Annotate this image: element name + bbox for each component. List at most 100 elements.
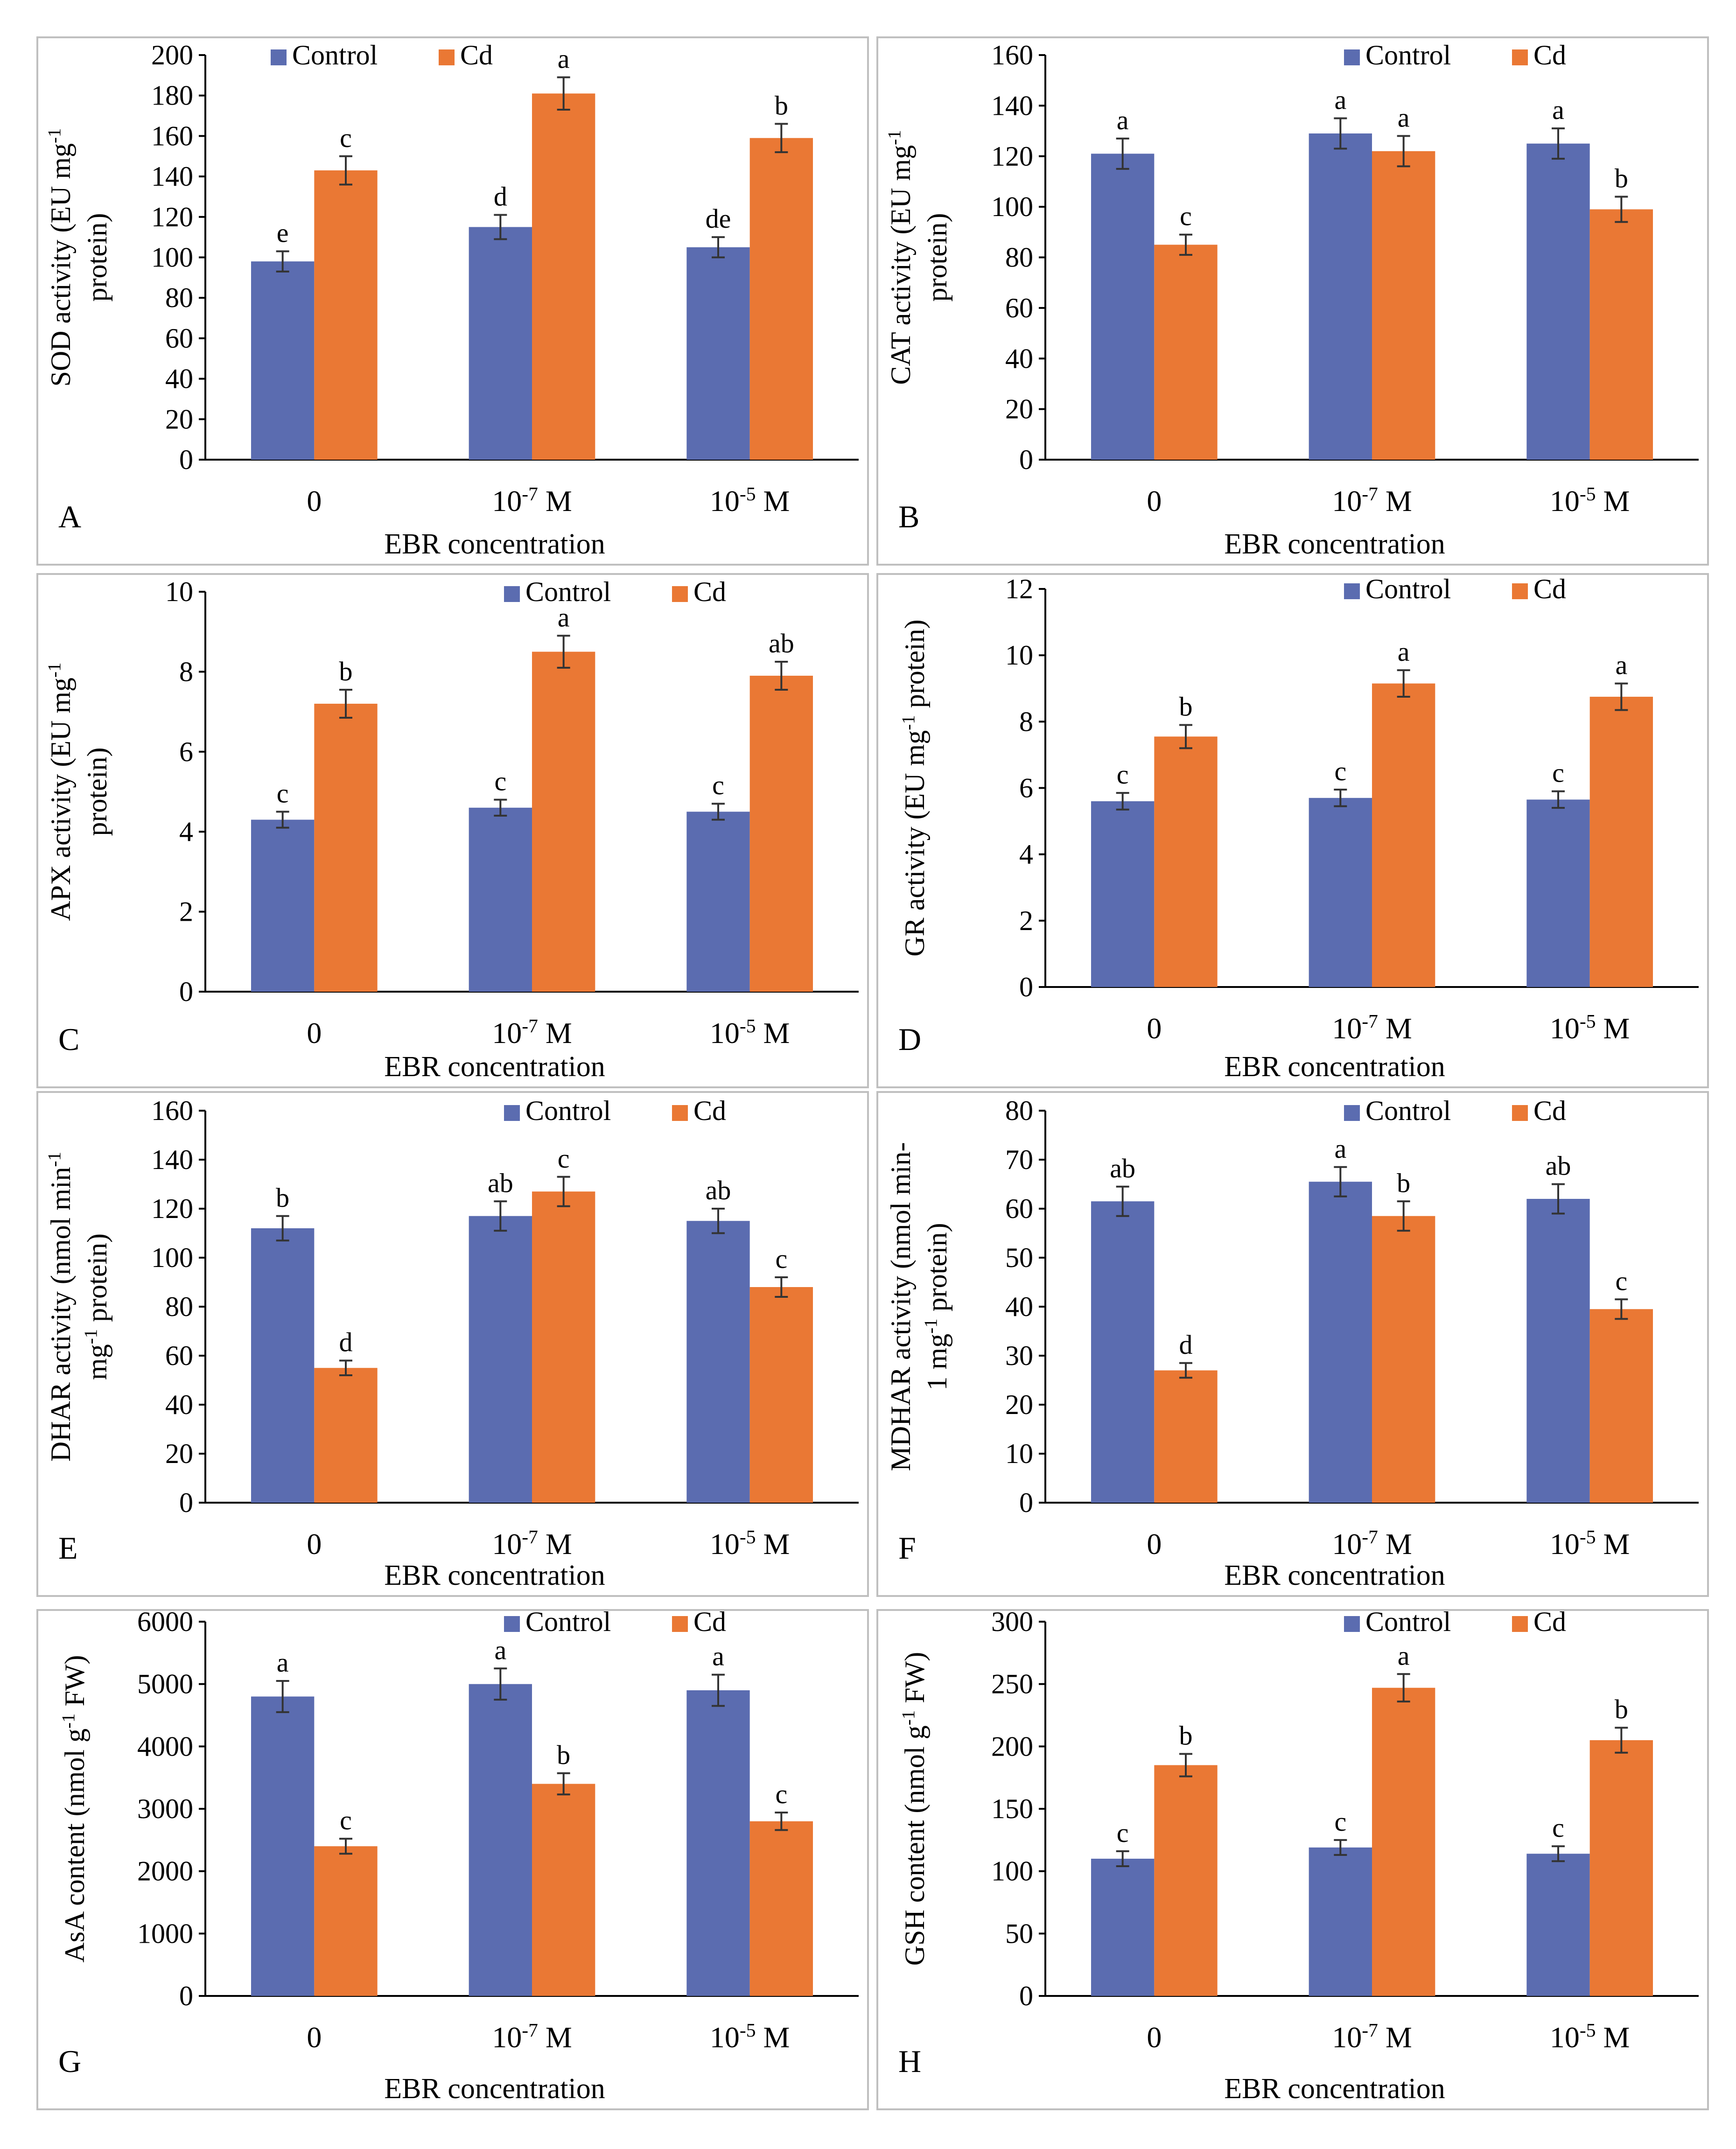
category-label-2: 10-5 M bbox=[710, 483, 790, 518]
significance-letter: c bbox=[775, 1779, 787, 1809]
significance-letter: b bbox=[1179, 691, 1193, 721]
significance-letter: c bbox=[1180, 201, 1192, 231]
category-label-1: 10-7 M bbox=[1332, 483, 1412, 518]
panel-letter: E bbox=[58, 1530, 78, 1566]
category-label-2: 10-5 M bbox=[1550, 1010, 1630, 1045]
bar-cd-1 bbox=[532, 651, 595, 992]
significance-letter: ab bbox=[706, 1175, 731, 1205]
y-axis-title: CAT activity (EU mg-1 bbox=[884, 130, 917, 385]
y-tick-label: 10 bbox=[1005, 1438, 1033, 1469]
significance-letter: a bbox=[1398, 637, 1410, 667]
x-axis-title: EBR concentration bbox=[1224, 1560, 1445, 1591]
bar-control-2 bbox=[1526, 143, 1590, 460]
category-label-0: 0 bbox=[1147, 1012, 1162, 1045]
significance-letter: c bbox=[340, 123, 352, 153]
legend-swatch-cd bbox=[672, 1105, 688, 1121]
panel-E: 0 20 40 60 80 100 120 140 160 b ab ab d c c 0 10-7 M 10-5… bbox=[36, 1091, 869, 1597]
category-label-2: 10-5 M bbox=[710, 2019, 790, 2054]
panel-D: 0 2 4 6 8 10 12 c c c b a a 0 10-7 M 10-5 M EBR concentr… bbox=[876, 573, 1709, 1088]
significance-letter: c bbox=[277, 778, 289, 808]
category-label-0: 0 bbox=[1147, 1527, 1162, 1561]
bar-cd-2 bbox=[1589, 697, 1653, 987]
y-tick-label: 0 bbox=[179, 1487, 193, 1518]
legend-label-control: Control bbox=[1365, 1606, 1451, 1637]
significance-letter: a bbox=[1615, 650, 1627, 680]
y-axis-title: AsA content (nmol g-1 FW) bbox=[58, 1655, 91, 1962]
significance-letter: a bbox=[1117, 105, 1129, 135]
y-tick-label: 100 bbox=[151, 1242, 193, 1273]
legend-label-control: Control bbox=[525, 1606, 611, 1637]
significance-letter: b bbox=[1397, 1168, 1410, 1198]
y-tick-label: 0 bbox=[1019, 972, 1033, 1002]
panel-letter: B bbox=[898, 499, 919, 534]
y-tick-label: 160 bbox=[151, 1095, 193, 1126]
y-tick-label: 160 bbox=[151, 120, 193, 151]
legend-label-cd: Cd bbox=[1533, 1095, 1566, 1126]
significance-letter: c bbox=[1334, 1806, 1346, 1837]
bar-control-1 bbox=[469, 1216, 532, 1503]
y-tick-label: 2 bbox=[179, 896, 193, 927]
significance-letter: d bbox=[494, 181, 507, 211]
y-tick-label: 10 bbox=[165, 576, 193, 607]
significance-letter: c bbox=[712, 770, 724, 800]
significance-letter: a bbox=[1398, 1640, 1410, 1671]
legend-label-cd: Cd bbox=[1533, 574, 1566, 604]
bar-control-1 bbox=[1309, 1182, 1372, 1503]
bar-cd-1 bbox=[532, 93, 595, 460]
significance-letter: ab bbox=[1110, 1153, 1135, 1183]
panel-letter: G bbox=[58, 2044, 81, 2079]
bar-control-2 bbox=[1526, 799, 1590, 987]
bar-cd-0 bbox=[1154, 245, 1218, 460]
y-tick-label: 200 bbox=[151, 40, 193, 70]
significance-letter: a bbox=[1552, 95, 1564, 125]
significance-letter: c bbox=[494, 766, 506, 797]
significance-letter: de bbox=[706, 203, 731, 234]
y-tick-label: 80 bbox=[1005, 1095, 1033, 1126]
significance-letter: b bbox=[1615, 1694, 1628, 1724]
y-tick-label: 60 bbox=[165, 1340, 193, 1371]
significance-letter: d bbox=[339, 1327, 353, 1358]
bar-control-1 bbox=[1309, 1847, 1372, 1996]
significance-letter: c bbox=[340, 1805, 352, 1835]
bar-control-2 bbox=[686, 1690, 750, 1996]
y-tick-label: 120 bbox=[151, 1193, 193, 1224]
y-tick-label: 8 bbox=[1019, 706, 1033, 737]
y-tick-label: 8 bbox=[179, 656, 193, 687]
panel-letter: F bbox=[898, 1530, 916, 1566]
y-tick-label: 5000 bbox=[137, 1669, 193, 1700]
bar-control-2 bbox=[1526, 1854, 1590, 1996]
y-tick-label: 0 bbox=[179, 976, 193, 1007]
legend-swatch-control bbox=[1344, 1105, 1360, 1121]
panel-border bbox=[876, 1091, 1709, 1597]
y-axis-title: SOD activity (EU mg-1 bbox=[44, 128, 77, 386]
significance-letter: c bbox=[1334, 756, 1346, 786]
y-tick-label: 0 bbox=[1019, 1981, 1033, 2011]
y-axis-title: protein) bbox=[922, 213, 952, 302]
legend-swatch-control bbox=[1344, 583, 1360, 599]
category-label-1: 10-7 M bbox=[1332, 1010, 1412, 1045]
significance-letter: a bbox=[712, 1641, 724, 1672]
y-tick-label: 20 bbox=[165, 404, 193, 434]
bar-cd-0 bbox=[1154, 1370, 1218, 1503]
y-tick-label: 140 bbox=[151, 161, 193, 192]
category-label-1: 10-7 M bbox=[492, 483, 572, 518]
bar-cd-2 bbox=[1589, 209, 1653, 460]
y-tick-label: 60 bbox=[1005, 293, 1033, 323]
category-label-0: 0 bbox=[307, 2021, 322, 2054]
bar-cd-0 bbox=[314, 1846, 378, 1996]
legend-swatch-cd bbox=[439, 49, 455, 65]
x-axis-title: EBR concentration bbox=[384, 1560, 605, 1591]
y-tick-label: 20 bbox=[165, 1438, 193, 1469]
y-tick-label: 40 bbox=[165, 364, 193, 394]
panel-border bbox=[36, 36, 869, 566]
panel-F: 0 10 20 30 40 50 60 70 80 ab a ab d b c 0 10-7 M 10-5 M EB… bbox=[876, 1091, 1709, 1597]
x-axis-title: EBR concentration bbox=[1224, 1051, 1445, 1083]
legend-label-control: Control bbox=[292, 40, 378, 70]
bar-cd-2 bbox=[1589, 1740, 1653, 1996]
bar-control-2 bbox=[686, 812, 750, 992]
panel-letter: D bbox=[898, 1022, 921, 1057]
bar-cd-0 bbox=[314, 1368, 378, 1503]
y-tick-label: 20 bbox=[1005, 394, 1033, 425]
significance-letter: b bbox=[276, 1183, 289, 1213]
